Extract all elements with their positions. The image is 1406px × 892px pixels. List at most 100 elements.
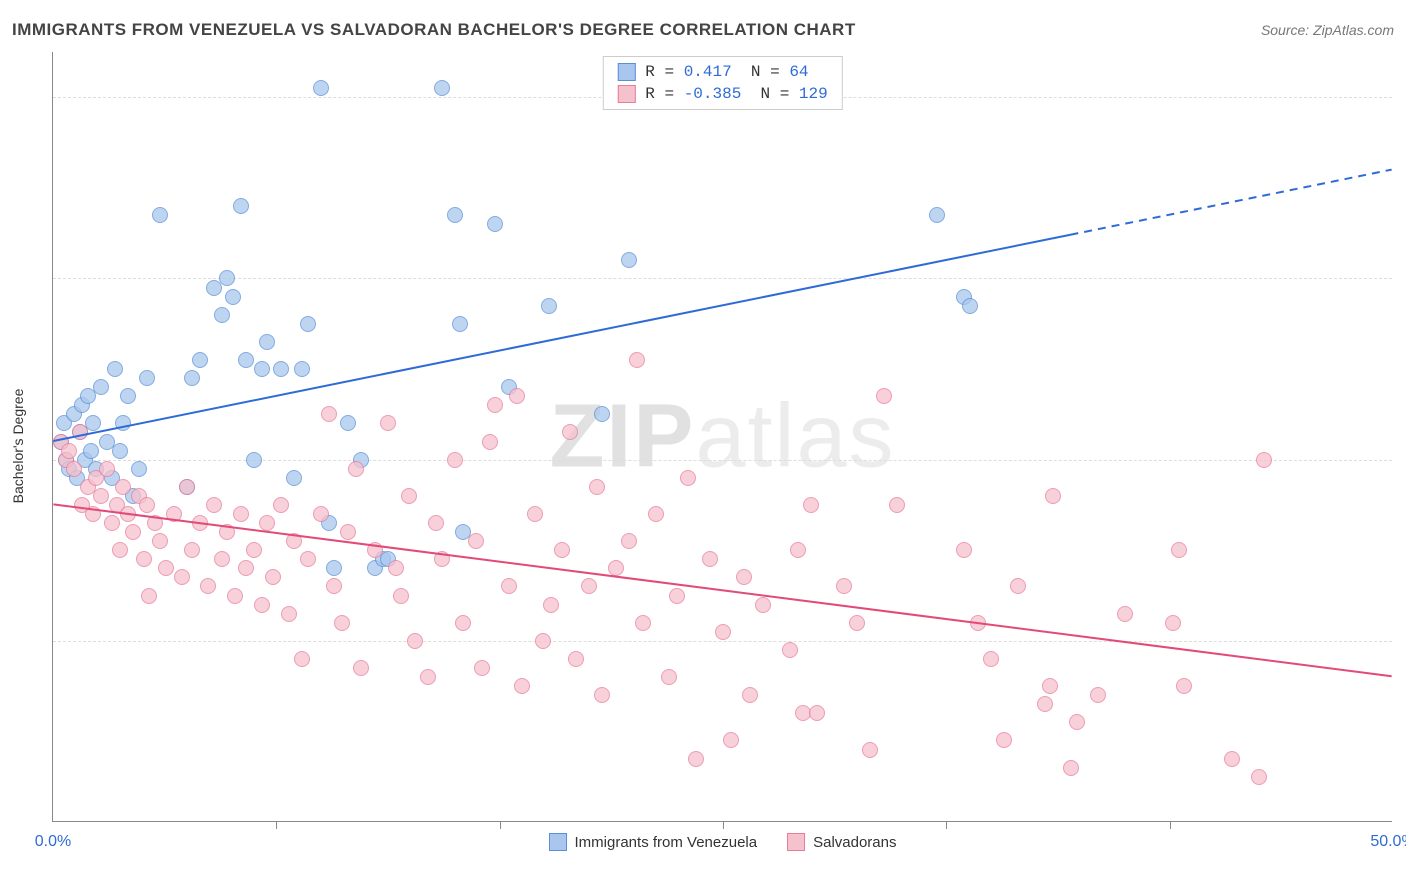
series-legend-label: Salvadorans — [813, 834, 896, 851]
gridline-h — [53, 641, 1392, 642]
data-point — [1165, 615, 1181, 631]
data-point — [166, 506, 182, 522]
data-point — [1171, 542, 1187, 558]
data-point — [1063, 760, 1079, 776]
data-point — [219, 524, 235, 540]
data-point — [158, 560, 174, 576]
data-point — [340, 524, 356, 540]
data-point — [321, 406, 337, 422]
data-point — [568, 651, 584, 667]
data-point — [535, 633, 551, 649]
data-point — [1069, 714, 1085, 730]
x-minor-tick — [1170, 821, 1171, 829]
data-point — [790, 542, 806, 558]
watermark: ZIPatlas — [549, 385, 895, 488]
data-point — [115, 415, 131, 431]
data-point — [1256, 452, 1272, 468]
data-point — [340, 415, 356, 431]
data-point — [286, 533, 302, 549]
data-point — [238, 560, 254, 576]
data-point — [1042, 678, 1058, 694]
data-point — [246, 452, 262, 468]
data-point — [367, 542, 383, 558]
data-point — [139, 370, 155, 386]
data-point — [447, 452, 463, 468]
data-point — [254, 361, 270, 377]
data-point — [115, 479, 131, 495]
data-point — [112, 542, 128, 558]
trend-line — [53, 504, 1391, 676]
legend-swatch — [617, 85, 635, 103]
data-point — [849, 615, 865, 631]
data-point — [281, 606, 297, 622]
series-legend-item: Salvadorans — [787, 833, 896, 851]
data-point — [326, 578, 342, 594]
data-point — [635, 615, 651, 631]
data-point — [782, 642, 798, 658]
data-point — [608, 560, 624, 576]
data-point — [380, 415, 396, 431]
data-point — [956, 542, 972, 558]
y-tick-label: 20.0% — [1400, 632, 1406, 650]
data-point — [889, 497, 905, 513]
data-point — [131, 461, 147, 477]
data-point — [273, 361, 289, 377]
data-point — [179, 479, 195, 495]
data-point — [112, 443, 128, 459]
data-point — [468, 533, 484, 549]
data-point — [514, 678, 530, 694]
data-point — [621, 252, 637, 268]
data-point — [648, 506, 664, 522]
data-point — [233, 506, 249, 522]
correlation-legend-row: R = 0.417 N = 64 — [617, 61, 827, 83]
data-point — [393, 588, 409, 604]
data-point — [983, 651, 999, 667]
data-point — [238, 352, 254, 368]
data-point — [428, 515, 444, 531]
data-point — [723, 732, 739, 748]
x-minor-tick — [500, 821, 501, 829]
data-point — [313, 506, 329, 522]
data-point — [401, 488, 417, 504]
data-point — [152, 533, 168, 549]
trend-line-dashed — [1070, 170, 1391, 235]
data-point — [501, 578, 517, 594]
data-point — [736, 569, 752, 585]
data-point — [206, 497, 222, 513]
data-point — [742, 687, 758, 703]
data-point — [265, 569, 281, 585]
data-point — [348, 461, 364, 477]
data-point — [527, 506, 543, 522]
legend-swatch — [787, 833, 805, 851]
data-point — [1045, 488, 1061, 504]
data-point — [294, 651, 310, 667]
data-point — [803, 497, 819, 513]
x-tick-label: 0.0% — [35, 833, 71, 851]
data-point — [388, 560, 404, 576]
data-point — [1010, 578, 1026, 594]
series-legend-label: Immigrants from Venezuela — [575, 834, 758, 851]
data-point — [862, 742, 878, 758]
data-point — [562, 424, 578, 440]
data-point — [970, 615, 986, 631]
x-minor-tick — [723, 821, 724, 829]
data-point — [152, 207, 168, 223]
data-point — [227, 588, 243, 604]
data-point — [688, 751, 704, 767]
data-point — [120, 506, 136, 522]
data-point — [1176, 678, 1192, 694]
correlation-text: R = 0.417 N = 64 — [645, 61, 808, 83]
plot-area: ZIPatlas 20.0%40.0%60.0%80.0%0.0%50.0%R … — [52, 52, 1392, 822]
chart-header: IMMIGRANTS FROM VENEZUELA VS SALVADORAN … — [12, 20, 1394, 40]
legend-swatch — [617, 63, 635, 81]
correlation-legend-row: R = -0.385 N = 129 — [617, 83, 827, 105]
data-point — [594, 687, 610, 703]
data-point — [474, 660, 490, 676]
data-point — [482, 434, 498, 450]
data-point — [83, 443, 99, 459]
data-point — [581, 578, 597, 594]
data-point — [876, 388, 892, 404]
data-point — [755, 597, 771, 613]
data-point — [93, 488, 109, 504]
series-legend-item: Immigrants from Venezuela — [549, 833, 758, 851]
